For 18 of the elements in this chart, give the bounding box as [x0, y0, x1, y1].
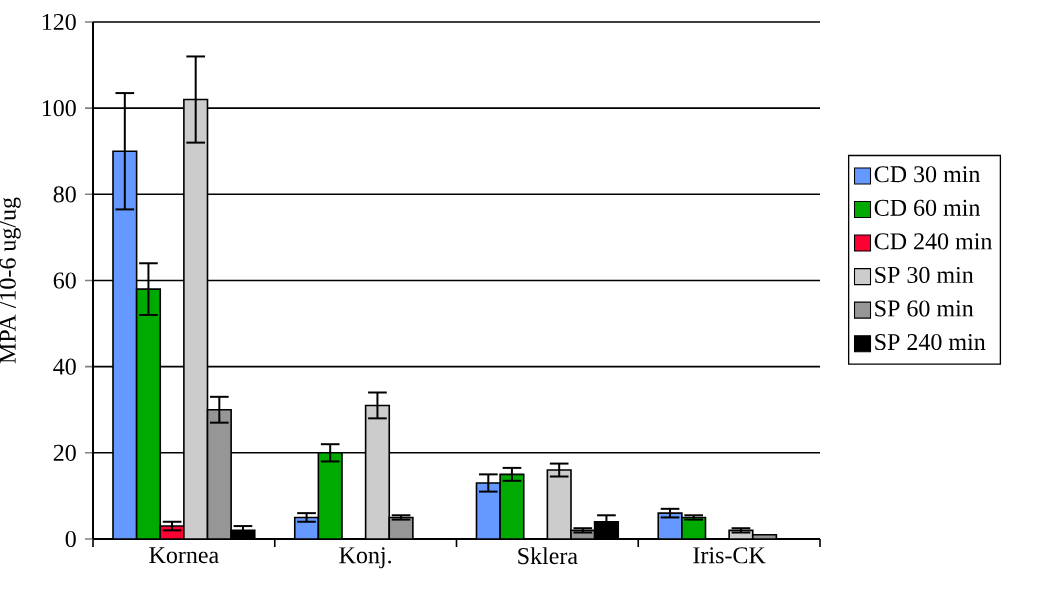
legend-label: CD 30 min	[874, 166, 981, 183]
y-tick-label: 60	[53, 272, 76, 289]
y-tick-label: 40	[53, 358, 76, 375]
y-tick-label: 80	[53, 186, 76, 203]
y-tick-label: 20	[53, 444, 76, 461]
y-tick-label: 0	[65, 530, 76, 548]
y-tick-label: 100	[42, 100, 76, 117]
x-tick-label: Kornea	[149, 547, 219, 564]
x-tick-label: Sklera	[518, 547, 578, 565]
legend-label: SP 60 min	[875, 300, 974, 317]
x-tick-label: Konj.	[339, 547, 392, 569]
y-axis-title: MPA /10-6 ug/ug	[0, 197, 21, 364]
legend-label: SP 240 min	[875, 333, 986, 351]
legend-label: CD 60 min	[874, 199, 981, 216]
y-tick-label: 120	[42, 13, 76, 31]
legend-label: CD 240 min	[874, 233, 993, 250]
legend-label: SP 30 min	[875, 266, 974, 283]
x-tick-label: Iris-CK	[693, 547, 766, 564]
